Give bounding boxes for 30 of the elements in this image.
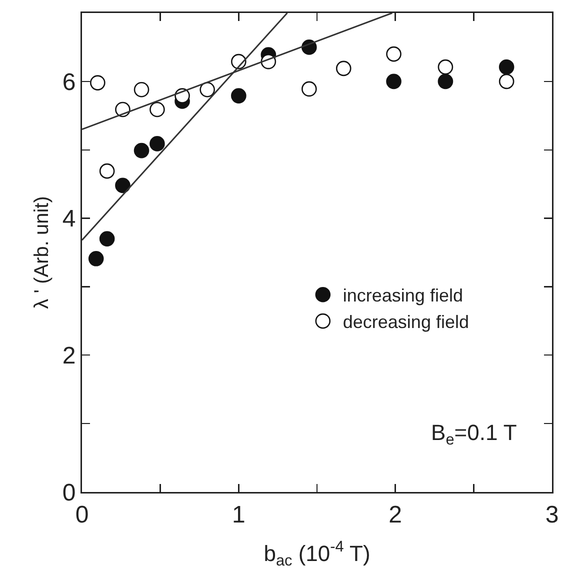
y-axis-title: λ ' (Arb. unit) [31,196,54,309]
x-axis-title: b$_{ac}$ (10$^{-4}$ T) [264,538,370,570]
x-tick-label: 3 [545,501,559,528]
point [386,46,402,62]
point [99,231,115,246]
legend-label: decreasing field [342,312,469,332]
point [386,74,402,90]
point [150,102,165,118]
point [438,74,454,90]
annotation: B$_{e}$=0.1 T [431,420,517,449]
point [150,136,165,152]
point [498,74,514,90]
point [115,178,130,194]
point [134,82,150,98]
point [438,59,454,75]
point [134,142,150,158]
point [302,81,317,97]
point [498,59,514,75]
y-tick-label: 0 [62,479,76,506]
point [90,75,106,90]
point [336,60,352,76]
x-tick-label: 2 [388,501,402,528]
point [99,163,115,179]
y-tick-label: 4 [62,206,76,233]
y-tick-label: 6 [62,68,76,96]
legend-label: increasing field [342,286,463,306]
y-tick-label: 2 [62,342,76,370]
x-tick-label: 1 [232,501,246,528]
point [88,251,104,266]
point [231,88,246,104]
